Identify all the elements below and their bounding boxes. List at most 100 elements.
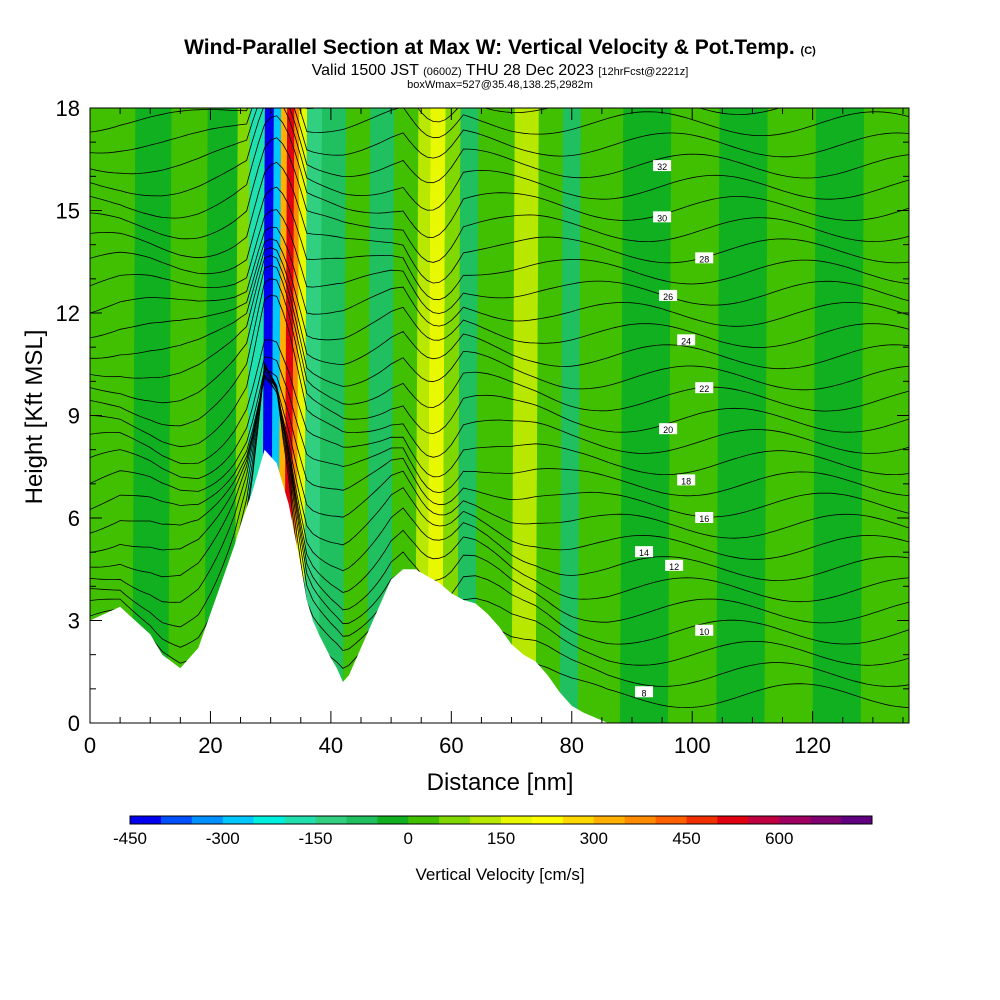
theta-contour xyxy=(90,108,909,139)
shade-band xyxy=(442,108,461,723)
shade-band xyxy=(415,108,431,723)
shade-band xyxy=(342,108,371,723)
colorbar-tick-label: 600 xyxy=(765,829,793,848)
theta-contour xyxy=(90,373,909,581)
x-tick-label: 80 xyxy=(560,733,584,758)
colorbar-swatch xyxy=(470,816,502,824)
colorbar-swatch xyxy=(624,816,656,824)
theta-contour xyxy=(90,368,909,518)
theta-contour xyxy=(90,264,909,412)
colorbar-swatch xyxy=(501,816,533,824)
contour-label: 10 xyxy=(695,624,714,637)
contour-label: 12 xyxy=(665,559,684,572)
terrain-fill xyxy=(90,449,608,723)
colorbar-tick-label: -300 xyxy=(206,829,240,848)
contour-label: 22 xyxy=(695,382,714,394)
terrain xyxy=(90,449,608,723)
theta-contour xyxy=(306,108,781,123)
contour-label: 18 xyxy=(677,474,696,486)
contour-label-text: 32 xyxy=(657,162,667,172)
shade-band xyxy=(860,108,909,723)
x-axis-label: Distance [nm] xyxy=(427,769,574,796)
theta-contour xyxy=(90,369,909,603)
contour-label: 8 xyxy=(635,686,654,698)
y-axis-label: Height [Kft MSL] xyxy=(21,330,48,505)
shade-band xyxy=(367,108,395,723)
contour-label-text: 14 xyxy=(639,548,649,558)
x-tick-label: 120 xyxy=(794,733,831,758)
theta-contour xyxy=(90,108,909,211)
x-tick-label: 40 xyxy=(319,733,343,758)
colorbar: -450 -300 -150 0 150 300 450 600 xyxy=(113,815,873,848)
theta-contour xyxy=(90,186,909,301)
colorbar-swatch xyxy=(160,816,193,824)
shade-band xyxy=(457,108,479,723)
colorbar-tick-label: -450 xyxy=(113,829,147,848)
x-tick-label: 60 xyxy=(439,733,463,758)
colorbar-swatch xyxy=(562,816,595,824)
theta-contour xyxy=(90,376,909,560)
shade-band xyxy=(764,108,816,723)
potential-temperature-contours xyxy=(90,108,909,709)
theta-contour xyxy=(90,108,909,159)
shade-band xyxy=(716,108,768,723)
contour-label-text: 24 xyxy=(681,336,691,346)
valid-time: Valid 1500 JST (0600Z) THU 28 Dec 2023 [… xyxy=(311,62,689,79)
y-tick-label: 3 xyxy=(68,609,80,634)
colorbar-tick-label: 0 xyxy=(404,829,413,848)
contour-label: 24 xyxy=(677,334,696,346)
colorbar-swatch xyxy=(191,816,224,824)
shade-band xyxy=(90,108,136,723)
theta-contour xyxy=(90,226,909,327)
colorbar-tick-label: 150 xyxy=(487,829,515,848)
shade-band xyxy=(391,108,419,723)
y-tick-label: 12 xyxy=(56,301,80,326)
shade-band xyxy=(475,108,515,723)
box-info: boxWmax=527@35.48,138.25,2982m xyxy=(407,79,593,91)
colorbar-swatch xyxy=(130,816,162,824)
theta-contour xyxy=(90,161,909,284)
contour-label: 32 xyxy=(653,160,672,172)
chart-title: Wind-Parallel Section at Max W: Vertical… xyxy=(184,36,816,59)
colorbar-swatch xyxy=(253,816,285,824)
colorbar-swatch xyxy=(408,816,440,824)
colorbar-swatch xyxy=(810,816,842,824)
contour-label: 28 xyxy=(695,252,714,264)
contour-label-text: 10 xyxy=(699,627,709,637)
shade-band xyxy=(812,108,865,723)
colorbar-swatch xyxy=(593,816,625,824)
shade-band xyxy=(168,108,208,723)
theta-contour xyxy=(90,137,909,263)
contour-label-text: 8 xyxy=(642,688,647,698)
contour-label: 16 xyxy=(695,512,714,524)
theta-contour xyxy=(90,364,909,645)
theta-contour xyxy=(90,115,909,238)
contour-label: 30 xyxy=(653,211,672,223)
y-tick-label: 6 xyxy=(68,506,80,531)
contour-labels: 32 30 28 26 24 22 20 18 16 14 12 10 8 xyxy=(635,160,714,698)
shade-band xyxy=(577,108,624,723)
theta-contour xyxy=(90,238,909,348)
theta-contour xyxy=(90,375,909,539)
theta-contour xyxy=(90,356,909,497)
colorbar-tick-label: 300 xyxy=(580,829,608,848)
theta-contour xyxy=(90,339,909,478)
colorbar-swatch xyxy=(717,816,749,824)
colorbar-tick-label: 450 xyxy=(672,829,700,848)
colorbar-swatch xyxy=(841,816,873,824)
colorbar-swatch xyxy=(284,816,316,824)
contour-label: 14 xyxy=(635,546,654,558)
theta-contour xyxy=(90,247,909,370)
colorbar-swatch xyxy=(222,816,254,824)
contour-label: 20 xyxy=(659,423,678,435)
x-tick-label: 100 xyxy=(674,733,711,758)
colorbar-frame xyxy=(129,815,873,825)
theta-contour xyxy=(90,108,909,184)
colorbar-swatch xyxy=(315,816,347,824)
axes: 0 20 40 60 80 100 120 0 3 6 9 12 15 18 xyxy=(56,96,909,758)
colorbar-swatch xyxy=(686,816,718,824)
contour-label: 26 xyxy=(659,289,678,302)
colorbar-tick-label: -150 xyxy=(298,829,332,848)
shade-band xyxy=(559,108,582,723)
